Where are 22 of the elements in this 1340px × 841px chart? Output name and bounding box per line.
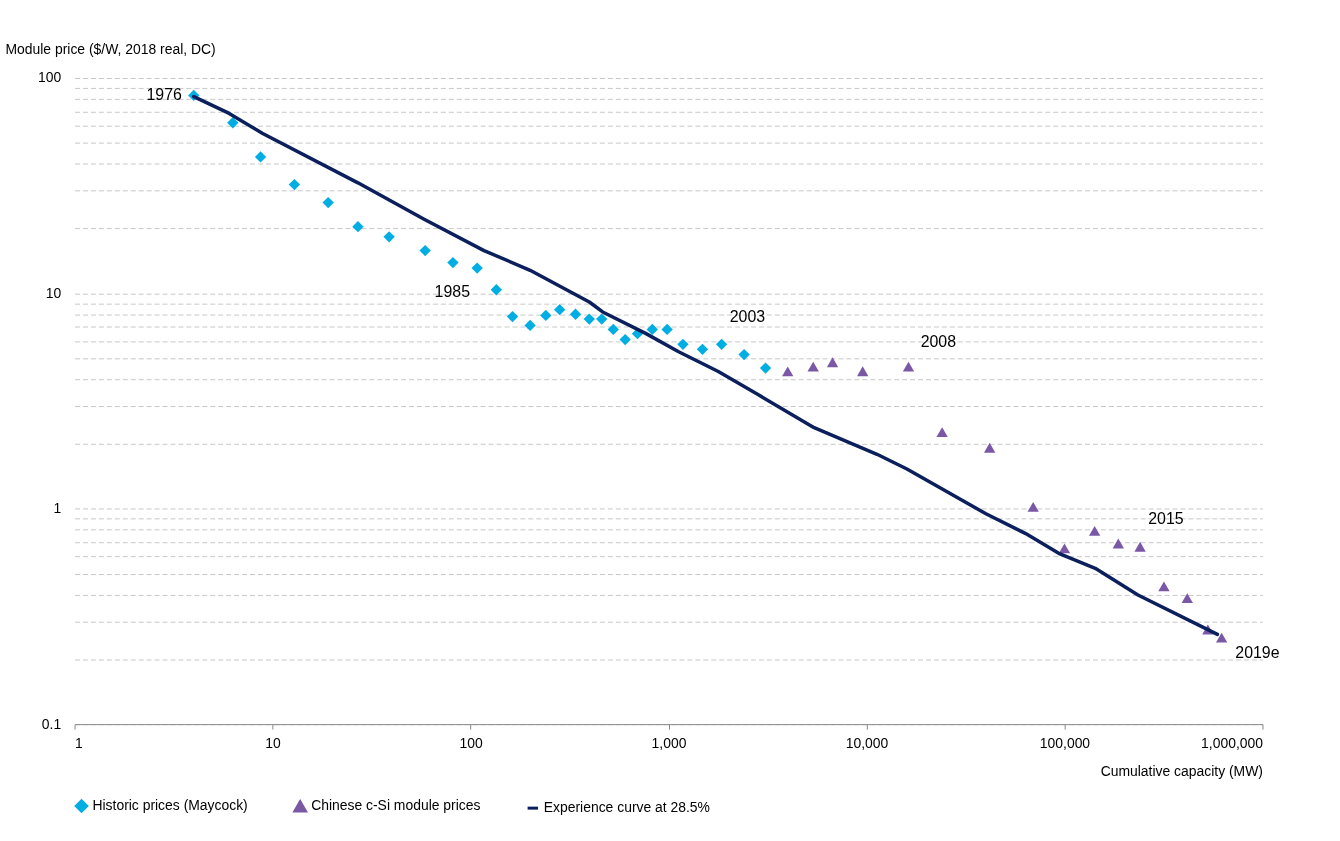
y-tick-label: 10	[45, 284, 62, 301]
x-tick-label: 1,000	[651, 735, 687, 752]
y-tick-label: 0.1	[41, 715, 62, 732]
y-tick-label: 100	[37, 69, 62, 86]
legend-label: Chinese c-Si module prices	[311, 797, 481, 814]
x-tick-label: 100	[459, 735, 483, 752]
x-tick-label: 10,000	[845, 735, 889, 752]
annotation: 2008	[920, 332, 957, 350]
annotation: 1985	[434, 282, 471, 300]
annotation: 1976	[146, 86, 182, 104]
y-axis-title: Module price ($/W, 2018 real, DC)	[5, 40, 216, 57]
x-axis-title: Cumulative capacity (MW)	[1100, 763, 1263, 780]
annotation: 2015	[1148, 509, 1184, 527]
annotation: 2003	[729, 308, 766, 326]
x-tick-label: 10	[265, 735, 282, 752]
x-tick-label: 100,000	[1039, 735, 1091, 752]
x-tick-label: 1,000,000	[1201, 735, 1264, 752]
x-tick-label: 1	[75, 735, 84, 752]
y-tick-label: 1	[53, 500, 62, 517]
legend-label: Historic prices (Maycock)	[92, 797, 248, 813]
annotation: 2019e	[1235, 643, 1280, 661]
legend-label: Experience curve at 28.5%	[543, 799, 710, 816]
